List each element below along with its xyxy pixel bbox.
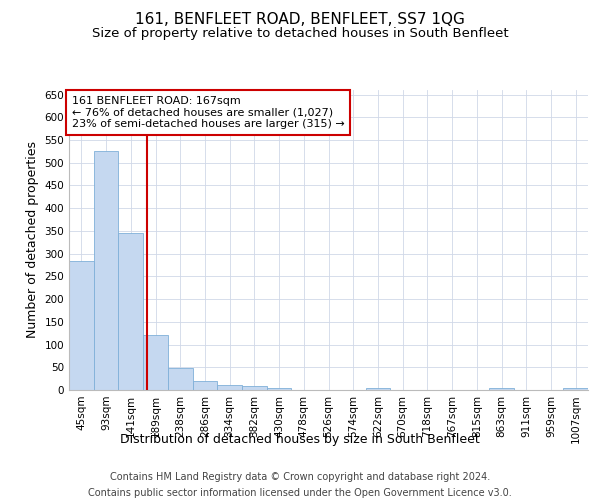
Bar [267, 388, 292, 390]
Bar [118, 233, 143, 390]
Bar [365, 388, 390, 390]
Bar [168, 368, 193, 390]
Bar [193, 381, 217, 390]
Y-axis label: Number of detached properties: Number of detached properties [26, 142, 39, 338]
Bar [563, 388, 588, 390]
Bar [94, 152, 118, 390]
Bar [143, 336, 168, 390]
Bar [242, 386, 267, 390]
Text: Size of property relative to detached houses in South Benfleet: Size of property relative to detached ho… [92, 28, 508, 40]
Text: Distribution of detached houses by size in South Benfleet: Distribution of detached houses by size … [120, 432, 480, 446]
Text: Contains public sector information licensed under the Open Government Licence v3: Contains public sector information licen… [88, 488, 512, 498]
Text: 161, BENFLEET ROAD, BENFLEET, SS7 1QG: 161, BENFLEET ROAD, BENFLEET, SS7 1QG [135, 12, 465, 28]
Bar [69, 262, 94, 390]
Text: Contains HM Land Registry data © Crown copyright and database right 2024.: Contains HM Land Registry data © Crown c… [110, 472, 490, 482]
Bar [489, 388, 514, 390]
Text: 161 BENFLEET ROAD: 167sqm
← 76% of detached houses are smaller (1,027)
23% of se: 161 BENFLEET ROAD: 167sqm ← 76% of detac… [71, 96, 344, 129]
Bar [217, 386, 242, 390]
